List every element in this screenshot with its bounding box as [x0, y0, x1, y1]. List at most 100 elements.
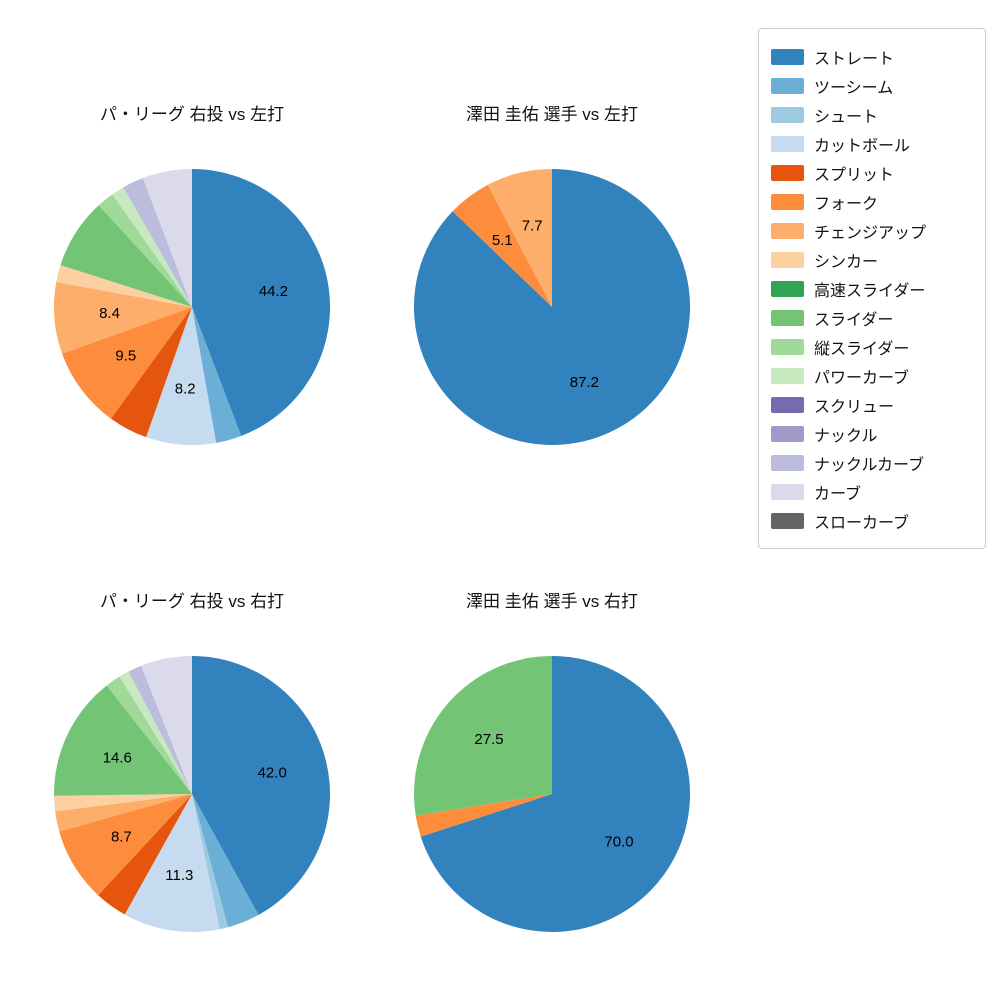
- legend-item: 高速スライダー: [771, 274, 973, 303]
- slice-value-label: 70.0: [604, 834, 633, 851]
- chart-pa-league-vs-left: パ・リーグ 右投 vs 左打 44.2 8.2 9.5 8.4: [53, 103, 331, 446]
- legend-item: ストレート: [771, 42, 973, 71]
- legend-swatch: [771, 77, 804, 94]
- slice-value-label: 14.6: [103, 749, 132, 766]
- chart-title: 澤田 圭佑 選手 vs 右打: [466, 592, 638, 611]
- legend-item: ナックルカーブ: [771, 448, 973, 477]
- legend-swatch: [771, 106, 804, 123]
- pie-slice: [60, 205, 193, 307]
- legend-label: カーブ: [814, 485, 862, 503]
- legend-item: シュート: [771, 100, 973, 129]
- pie-slice: [98, 194, 192, 307]
- chart-sawada-vs-right: 澤田 圭佑 選手 vs 右打 70.0 27.5: [413, 590, 691, 933]
- legend-item: チェンジアップ: [771, 216, 973, 245]
- legend-swatch: [771, 396, 804, 413]
- legend-item: ツーシーム: [771, 71, 973, 100]
- pie-slice: [128, 665, 192, 794]
- legend: ストレートツーシームシュートカットボール スプリットフォークチェンジアップ シンカー…: [758, 28, 986, 549]
- pie-slice: [420, 656, 690, 932]
- pie-slice: [112, 187, 192, 307]
- slice-value-label: 9.5: [115, 348, 136, 365]
- pie-slice: [56, 265, 192, 307]
- legend-label: ストレート: [814, 50, 895, 68]
- legend-swatch: [771, 483, 804, 500]
- legend-swatch: [771, 367, 804, 384]
- legend-label: パワーカーブ: [814, 369, 910, 387]
- pie-chart-pa-league-vs-left: 44.2 8.2 9.5 8.4: [53, 169, 331, 445]
- chart-sawada-vs-left: 澤田 圭佑 選手 vs 左打 87.2 5.1 7.7: [413, 103, 691, 446]
- pie-slice: [54, 794, 193, 812]
- legend-swatch: [771, 512, 804, 529]
- pie-slice: [192, 307, 242, 443]
- legend-label: カットボール: [814, 137, 911, 155]
- pie-slice: [414, 169, 691, 445]
- legend-swatch: [771, 309, 804, 326]
- slice-value-label: 27.5: [474, 731, 503, 748]
- legend-swatch: [771, 48, 804, 65]
- chart-title: パ・リーグ 右投 vs 左打: [99, 105, 285, 124]
- legend-item: シンカー: [771, 245, 973, 274]
- pie-slice: [53, 281, 193, 354]
- legend-item: スクリュー: [771, 390, 973, 419]
- legend-item: 縦スライダー: [771, 332, 973, 361]
- pie-slice: [415, 794, 552, 837]
- legend-swatch: [771, 193, 804, 210]
- pie-slice: [62, 307, 192, 419]
- chart-pa-league-vs-right: パ・リーグ 右投 vs 右打 42.0 11.3 8.7 14.6: [53, 590, 331, 933]
- slice-value-label: 42.0: [258, 764, 287, 781]
- legend-item: ナックル: [771, 419, 973, 448]
- legend-label: フォーク: [814, 195, 879, 213]
- pie-chart-sawada-vs-right: 70.0 27.5: [414, 656, 690, 932]
- pie-slice: [123, 178, 192, 307]
- chart-title: 澤田 圭佑 選手 vs 左打: [466, 105, 638, 124]
- legend-swatch: [771, 222, 804, 239]
- legend-label: ナックル: [814, 427, 878, 445]
- pie-slice: [414, 656, 552, 816]
- legend-swatch: [771, 425, 804, 442]
- legend-label: シンカー: [814, 253, 879, 271]
- legend-label: ツーシーム: [814, 79, 894, 97]
- slice-value-label: 87.2: [570, 374, 599, 391]
- pie-slice: [98, 794, 192, 915]
- slice-value-label: 11.3: [165, 867, 193, 884]
- pie-slice: [142, 169, 192, 307]
- pie-slice: [192, 169, 331, 436]
- legend-swatch: [771, 251, 804, 268]
- legend-label: チェンジアップ: [814, 224, 927, 242]
- legend-item: フォーク: [771, 187, 973, 216]
- slice-value-label: 44.2: [259, 283, 288, 300]
- legend-swatch: [771, 135, 804, 152]
- legend-item: スライダー: [771, 303, 973, 332]
- pie-slice: [106, 676, 192, 794]
- legend-label: スローカーブ: [814, 514, 910, 532]
- pie-slice: [55, 794, 193, 832]
- pie-slice: [192, 656, 330, 915]
- legend-swatch: [771, 454, 804, 471]
- legend-label: ナックルカーブ: [814, 456, 925, 474]
- pie-slice: [192, 794, 228, 930]
- pie-slice: [59, 794, 193, 896]
- slice-value-label: 8.7: [111, 828, 132, 845]
- pie-slice: [487, 169, 552, 307]
- pie-slice: [110, 307, 192, 438]
- legend-item: スローカーブ: [771, 506, 973, 535]
- legend-label: 高速スライダー: [814, 282, 926, 300]
- slice-value-label: 8.4: [99, 305, 120, 322]
- pie-chart-sawada-vs-left: 87.2 5.1 7.7: [414, 169, 691, 445]
- legend-label: スライダー: [814, 311, 894, 329]
- legend-label: シュート: [814, 108, 879, 126]
- legend-item: カーブ: [771, 477, 973, 506]
- pie-slice: [192, 794, 259, 928]
- legend-item: パワーカーブ: [771, 361, 973, 390]
- pie-slice: [53, 685, 193, 796]
- legend-label: 縦スライダー: [814, 340, 910, 358]
- legend-label: スプリット: [814, 166, 895, 184]
- pie-chart-pa-league-vs-right: 42.0 11.3 8.7 14.6: [53, 656, 330, 932]
- legend-swatch: [771, 164, 804, 181]
- legend-item: スプリット: [771, 158, 973, 187]
- pie-slice: [124, 794, 220, 932]
- legend-item: カットボール: [771, 129, 973, 158]
- pie-slice: [119, 671, 192, 794]
- legend-swatch: [771, 280, 804, 297]
